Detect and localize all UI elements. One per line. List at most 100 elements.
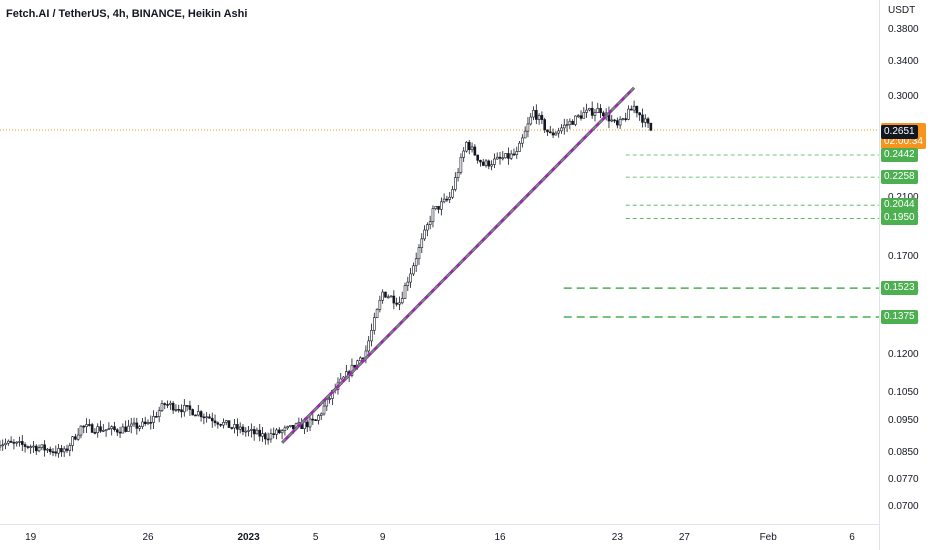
candle-body: [32, 445, 35, 448]
candle-body: [266, 438, 270, 441]
candle-body: [132, 422, 136, 425]
price-tick-label: 0.3000: [888, 91, 919, 102]
candle-body: [328, 398, 331, 400]
candle-body: [599, 108, 602, 114]
candle-body: [630, 108, 633, 111]
candle-body: [180, 409, 183, 413]
chart-title: Fetch.AI / TetherUS, 4h, BINANCE, Heikin…: [6, 8, 248, 20]
candle-body: [490, 164, 493, 167]
candle-body: [423, 229, 426, 240]
candle-body: [40, 444, 44, 448]
candle-body: [504, 153, 507, 159]
candle-body: [227, 420, 231, 428]
candle-body: [37, 447, 41, 452]
candle-body: [278, 429, 281, 434]
candle-body: [286, 426, 289, 429]
candle-body: [272, 433, 276, 435]
time-tick-label: 6: [849, 532, 855, 543]
candle-body: [43, 444, 46, 451]
support-level-tag-value: 0.2044: [884, 199, 915, 211]
candle-body: [264, 433, 267, 440]
price-axis[interactable]: USDT 0.3800 0.3400 0.3000 0.2100 0.1950 0.170…: [879, 0, 932, 550]
price-chart[interactable]: [0, 0, 879, 524]
candle-body: [540, 115, 544, 120]
candle-body: [509, 153, 513, 159]
candle-body: [199, 411, 203, 418]
time-tick-label: 27: [678, 532, 690, 543]
candle-body: [54, 451, 58, 454]
candle-body: [459, 157, 463, 173]
support-level-tag: 0.1375: [881, 309, 918, 324]
candle-body: [451, 189, 454, 198]
candle-body: [20, 441, 24, 445]
candle-body: [649, 122, 653, 131]
candle-body: [487, 160, 491, 167]
candle-body: [412, 265, 415, 275]
candle-body: [473, 146, 477, 156]
candle-body: [115, 429, 119, 433]
candle-body: [417, 247, 421, 260]
time-axis[interactable]: 19 26 2023 5 9 16 23 27 Feb 6: [0, 524, 879, 550]
candle-body: [618, 118, 622, 126]
candle-body: [593, 112, 597, 116]
candle-body: [557, 130, 560, 134]
candle-body: [185, 405, 189, 407]
candle-body: [188, 405, 192, 410]
candle-body: [96, 426, 100, 434]
candle-body: [216, 422, 220, 425]
candle-body: [141, 421, 144, 427]
price-tick-label: 0.0850: [888, 446, 919, 458]
candle-body: [283, 427, 287, 431]
candle-body: [149, 422, 153, 424]
time-tick-label: 26: [142, 532, 154, 543]
candle-body: [643, 118, 647, 123]
candle-body: [621, 118, 625, 120]
candle-body: [571, 120, 574, 125]
candle-body: [426, 224, 429, 231]
candle-body: [635, 105, 639, 114]
candle-body: [378, 299, 382, 310]
candle-body: [585, 109, 588, 113]
candle-body: [166, 404, 169, 406]
candle-body: [579, 115, 583, 119]
candle-body: [576, 115, 580, 117]
candle-body: [574, 115, 577, 125]
candle-body: [18, 441, 21, 443]
candle-body: [213, 420, 217, 424]
candle-body: [222, 421, 225, 426]
candle-body: [4, 442, 7, 446]
candle-body: [280, 430, 284, 434]
price-tick-label: 0.1200: [888, 349, 919, 361]
support-level-tag-value: 0.2258: [884, 171, 915, 183]
candle-body: [46, 448, 49, 451]
candle-body: [507, 153, 510, 159]
candle-body: [102, 430, 105, 432]
candle-body: [157, 410, 161, 417]
support-level-tag-value: 0.2442: [884, 149, 915, 161]
candle-body: [88, 424, 91, 426]
candle-body: [0, 445, 2, 448]
candle-body: [71, 436, 74, 446]
candle-body: [414, 258, 418, 267]
candle-body: [205, 416, 208, 419]
currency-label: USDT: [888, 5, 916, 16]
time-tick-label: 16: [494, 532, 506, 543]
candle-body: [210, 417, 214, 422]
candle-body: [236, 424, 239, 430]
candle-body: [311, 418, 315, 421]
candle-body: [224, 420, 228, 423]
candle-body: [481, 161, 485, 166]
candle-body: [409, 273, 412, 283]
candle-body: [238, 426, 242, 430]
candle-body: [269, 433, 273, 440]
candle-body: [562, 124, 566, 129]
candle-body: [548, 131, 552, 134]
candle-body: [314, 419, 317, 422]
chart-plot-area[interactable]: Fetch.AI / TetherUS, 4h, BINANCE, Heikin…: [0, 0, 879, 524]
trendline-dashes: [281, 87, 635, 444]
candle-body: [632, 105, 636, 111]
candle-body: [602, 112, 605, 117]
candle-body: [565, 124, 569, 126]
candle-body: [183, 405, 186, 413]
candle-body: [613, 119, 616, 122]
